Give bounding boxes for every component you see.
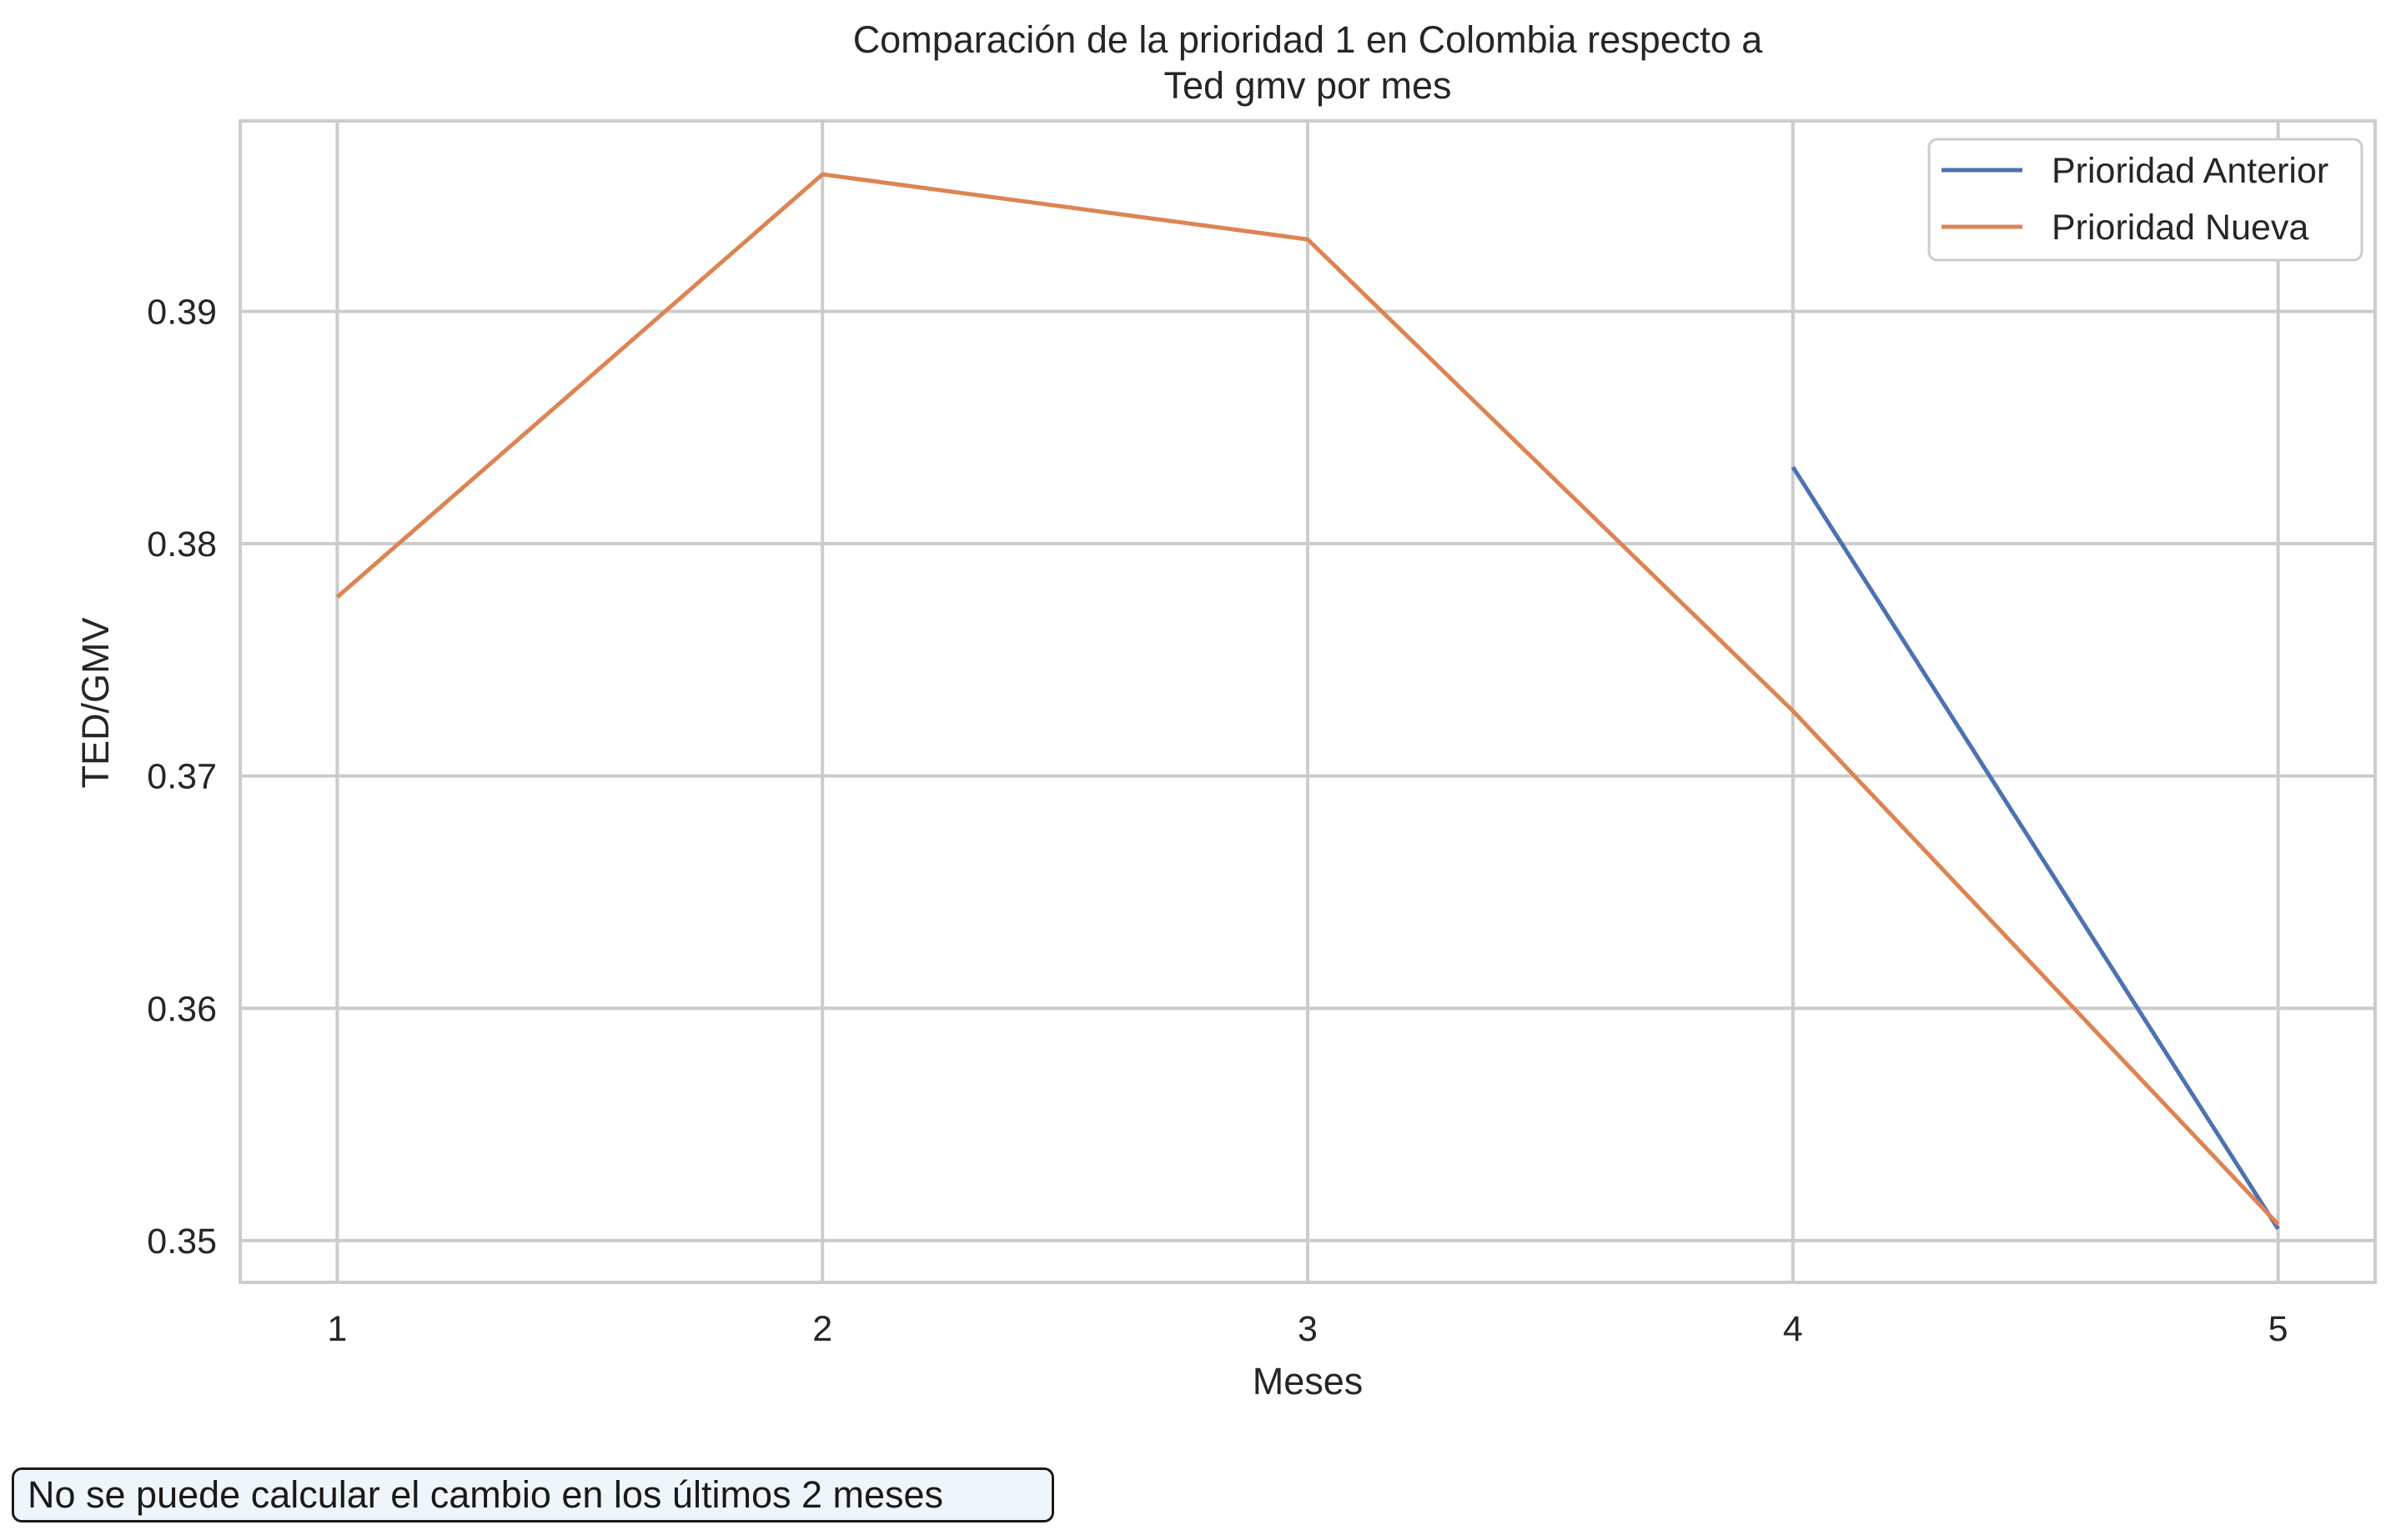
series-layer: [335, 172, 2280, 1231]
chart-title-line-2: Ted gmv por mes: [1163, 64, 1451, 107]
grid-lines: [240, 121, 2375, 1282]
y-axis-ticks: 0.35 0.36 0.37 0.38 0.39: [147, 292, 217, 1261]
x-tick-label: 5: [2268, 1309, 2288, 1349]
y-tick-label: 0.39: [147, 292, 217, 332]
y-tick-label: 0.38: [147, 524, 217, 564]
x-axis-label: Meses: [1253, 1360, 1364, 1402]
y-axis-label: TED/GMV: [74, 617, 117, 788]
legend-label-prioridad-anterior: Prioridad Anterior: [2052, 151, 2328, 191]
plot-area-frame: [239, 119, 2377, 1284]
line-chart: 1 2 3 4 5 0.35 0.36 0.37 0.38 0.39 Comparación d…: [74, 18, 2377, 1402]
series-line-prioridad-anterior: [1791, 465, 2280, 1231]
legend-label-prioridad-nueva: Prioridad Nueva: [2052, 208, 2308, 248]
x-tick-label: 2: [812, 1309, 832, 1349]
y-tick-label: 0.37: [147, 757, 217, 797]
note-box: No se puede calcular el cambio en los úl…: [12, 1467, 1054, 1522]
legend: Prioridad Anterior Prioridad Nueva: [1927, 138, 2363, 262]
x-axis-ticks: 1 2 3 4 5: [327, 1309, 2288, 1349]
y-tick-label: 0.35: [147, 1221, 217, 1262]
legend-box: [1927, 138, 2363, 262]
x-tick-label: 3: [1298, 1309, 1318, 1349]
note-text: No se puede calcular el cambio en los úl…: [28, 1473, 944, 1516]
chart-title-line-1: Comparación de la prioridad 1 en Colombi…: [853, 18, 1764, 61]
x-tick-label: 4: [1783, 1309, 1803, 1349]
x-tick-label: 1: [327, 1309, 347, 1349]
y-tick-label: 0.36: [147, 989, 217, 1029]
series-line-prioridad-nueva: [335, 172, 2280, 1226]
